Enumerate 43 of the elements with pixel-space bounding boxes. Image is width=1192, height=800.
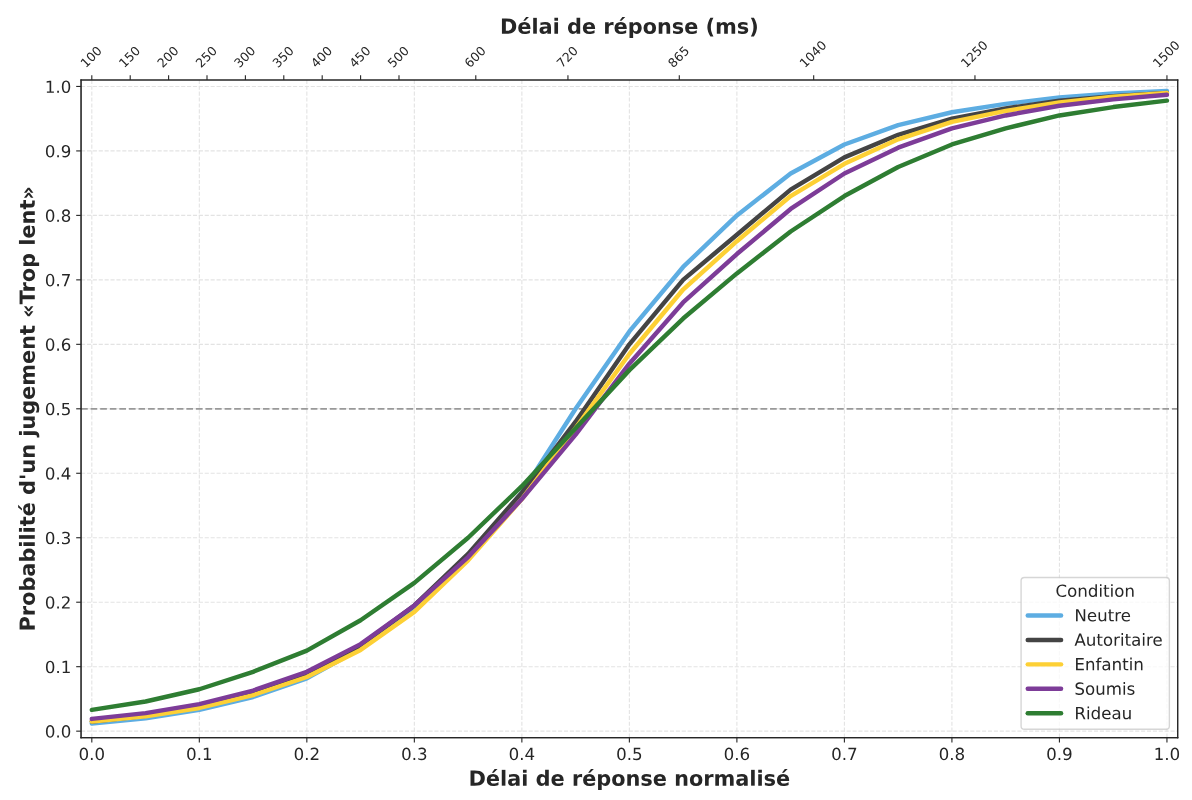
y-tick-label: 0.9 [45, 144, 71, 158]
x2-tick-label: 720 [556, 45, 579, 68]
y-tick-label: 0.4 [45, 467, 71, 480]
y-tick-label: 0.8 [45, 209, 71, 222]
x2-tick-label: 100 [80, 45, 103, 68]
x2-tick-label: 400 [310, 45, 333, 69]
x-tick-label: 1.0 [1155, 747, 1180, 761]
x-tick-label: 0.2 [294, 747, 319, 761]
y-tick-label: 0.7 [45, 273, 70, 287]
x2-tick-label: 450 [348, 45, 371, 69]
y-tick-label: 1.0 [46, 80, 71, 94]
x2-tick-label: 600 [463, 45, 487, 68]
x-tick-label: 0.4 [509, 747, 535, 761]
legend-label: Autoritaire [1074, 633, 1162, 646]
x-axis-title: Délai de réponse normalisé [470, 769, 790, 790]
y-axis-title: Probabilité d'un jugement «Trop lent» [18, 187, 40, 630]
y-tick-label: 0.1 [45, 660, 70, 674]
x2-tick-label: 500 [387, 45, 410, 68]
x-tick-label: 0.0 [79, 747, 104, 761]
x-tick-label: 0.5 [617, 747, 642, 761]
legend-label: Soumis [1075, 682, 1135, 695]
y-tick-label: 0.3 [45, 531, 70, 545]
x2-tick-label: 865 [667, 45, 690, 68]
x2-tick-label: 300 [233, 45, 256, 68]
x2-tick-label: 250 [195, 45, 218, 68]
y-tick-label: 0.6 [45, 338, 71, 351]
legend-label: Neutre [1076, 609, 1131, 622]
x-tick-label: 0.6 [724, 747, 750, 761]
x-tick-label: 0.7 [832, 747, 857, 761]
x-tick-label: 0.1 [187, 747, 212, 761]
x2-tick-label: 150 [118, 45, 141, 68]
legend-label: Enfantin [1076, 657, 1143, 671]
legend-label: Rideau [1076, 706, 1131, 720]
x2-tick-label: 350 [271, 45, 295, 68]
x-tick-label: 0.3 [402, 747, 427, 761]
x2-tick-label: 200 [156, 45, 180, 68]
x2-axis-title: Délai de réponse (ms) [501, 17, 757, 39]
x-tick-label: 0.9 [1047, 747, 1072, 761]
y-tick-label: 0.0 [45, 725, 71, 738]
x-tick-label: 0.8 [939, 747, 965, 761]
y-tick-label: 0.5 [45, 402, 70, 416]
y-tick-label: 0.2 [45, 596, 70, 609]
legend-title: Condition [1056, 584, 1134, 598]
